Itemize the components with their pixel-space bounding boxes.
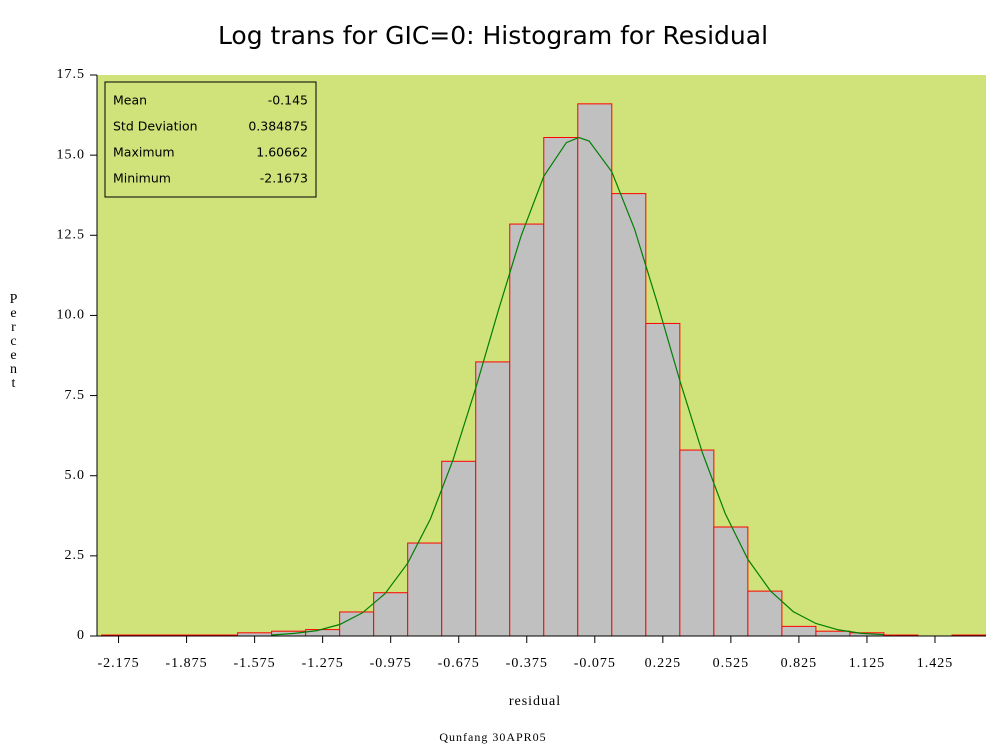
y-axis-label-letter: r (11, 320, 17, 335)
y-axis-label-letter: c (10, 334, 17, 349)
stats-name: Std Deviation (113, 119, 198, 134)
bar (645, 322, 681, 637)
y-tick-label: 0 (77, 628, 85, 643)
bar (475, 361, 511, 637)
x-tick-label: 0.225 (645, 656, 682, 671)
fitted-curve (271, 136, 884, 636)
x-tick-label: -1.575 (234, 656, 276, 671)
bar (815, 630, 851, 637)
y-axis-label-letter: t (12, 376, 17, 391)
y-axis-label-letter: e (10, 306, 17, 321)
x-axis-label: residual (509, 694, 561, 709)
bar (509, 223, 545, 637)
y-tick-label: 15.0 (57, 147, 86, 162)
y-tick-label: 17.5 (57, 67, 86, 82)
x-tick-label: -0.375 (506, 656, 548, 671)
x-tick-label: 0.825 (781, 656, 818, 671)
y-axis-label-letter: n (10, 362, 18, 377)
bar (441, 460, 477, 637)
x-tick-label: 1.425 (917, 656, 954, 671)
bar (577, 103, 613, 637)
x-tick-label: -1.875 (165, 656, 207, 671)
y-axis-label-letter: P (10, 292, 19, 307)
x-tick-label: -1.275 (302, 656, 344, 671)
bar (305, 629, 341, 637)
y-tick-label: 12.5 (57, 228, 86, 243)
bar (407, 542, 443, 637)
y-tick-label: 5.0 (65, 468, 86, 483)
y-tick-label: 10.0 (57, 308, 86, 323)
x-tick-label: -0.675 (438, 656, 480, 671)
stats-box (104, 81, 317, 198)
x-tick-label: -0.975 (370, 656, 412, 671)
y-tick-label: 2.5 (65, 548, 86, 563)
chart-title: Log trans for GIC=0: Histogram for Resid… (218, 21, 768, 50)
stats-value: 1.60662 (256, 145, 308, 160)
bar (679, 449, 715, 637)
x-tick-label: -0.075 (574, 656, 616, 671)
stats-name: Mean (113, 93, 147, 108)
bar (543, 137, 579, 637)
x-tick-label: 0.525 (713, 656, 750, 671)
stats-value: -0.145 (268, 93, 308, 108)
stats-value: -2.1673 (260, 171, 308, 186)
x-tick-label: 1.125 (849, 656, 886, 671)
stats-name: Maximum (113, 145, 175, 160)
stats-name: Minimum (113, 171, 171, 186)
y-axis-label-letter: e (10, 348, 17, 363)
bar (713, 526, 749, 637)
y-tick-label: 7.5 (65, 388, 86, 403)
bar (747, 590, 783, 637)
stats-value: 0.384875 (248, 119, 308, 134)
bar (611, 193, 647, 637)
x-tick-label: -2.175 (97, 656, 139, 671)
footnote: Qunfang 30APR05 (439, 730, 546, 744)
bar (781, 625, 817, 637)
